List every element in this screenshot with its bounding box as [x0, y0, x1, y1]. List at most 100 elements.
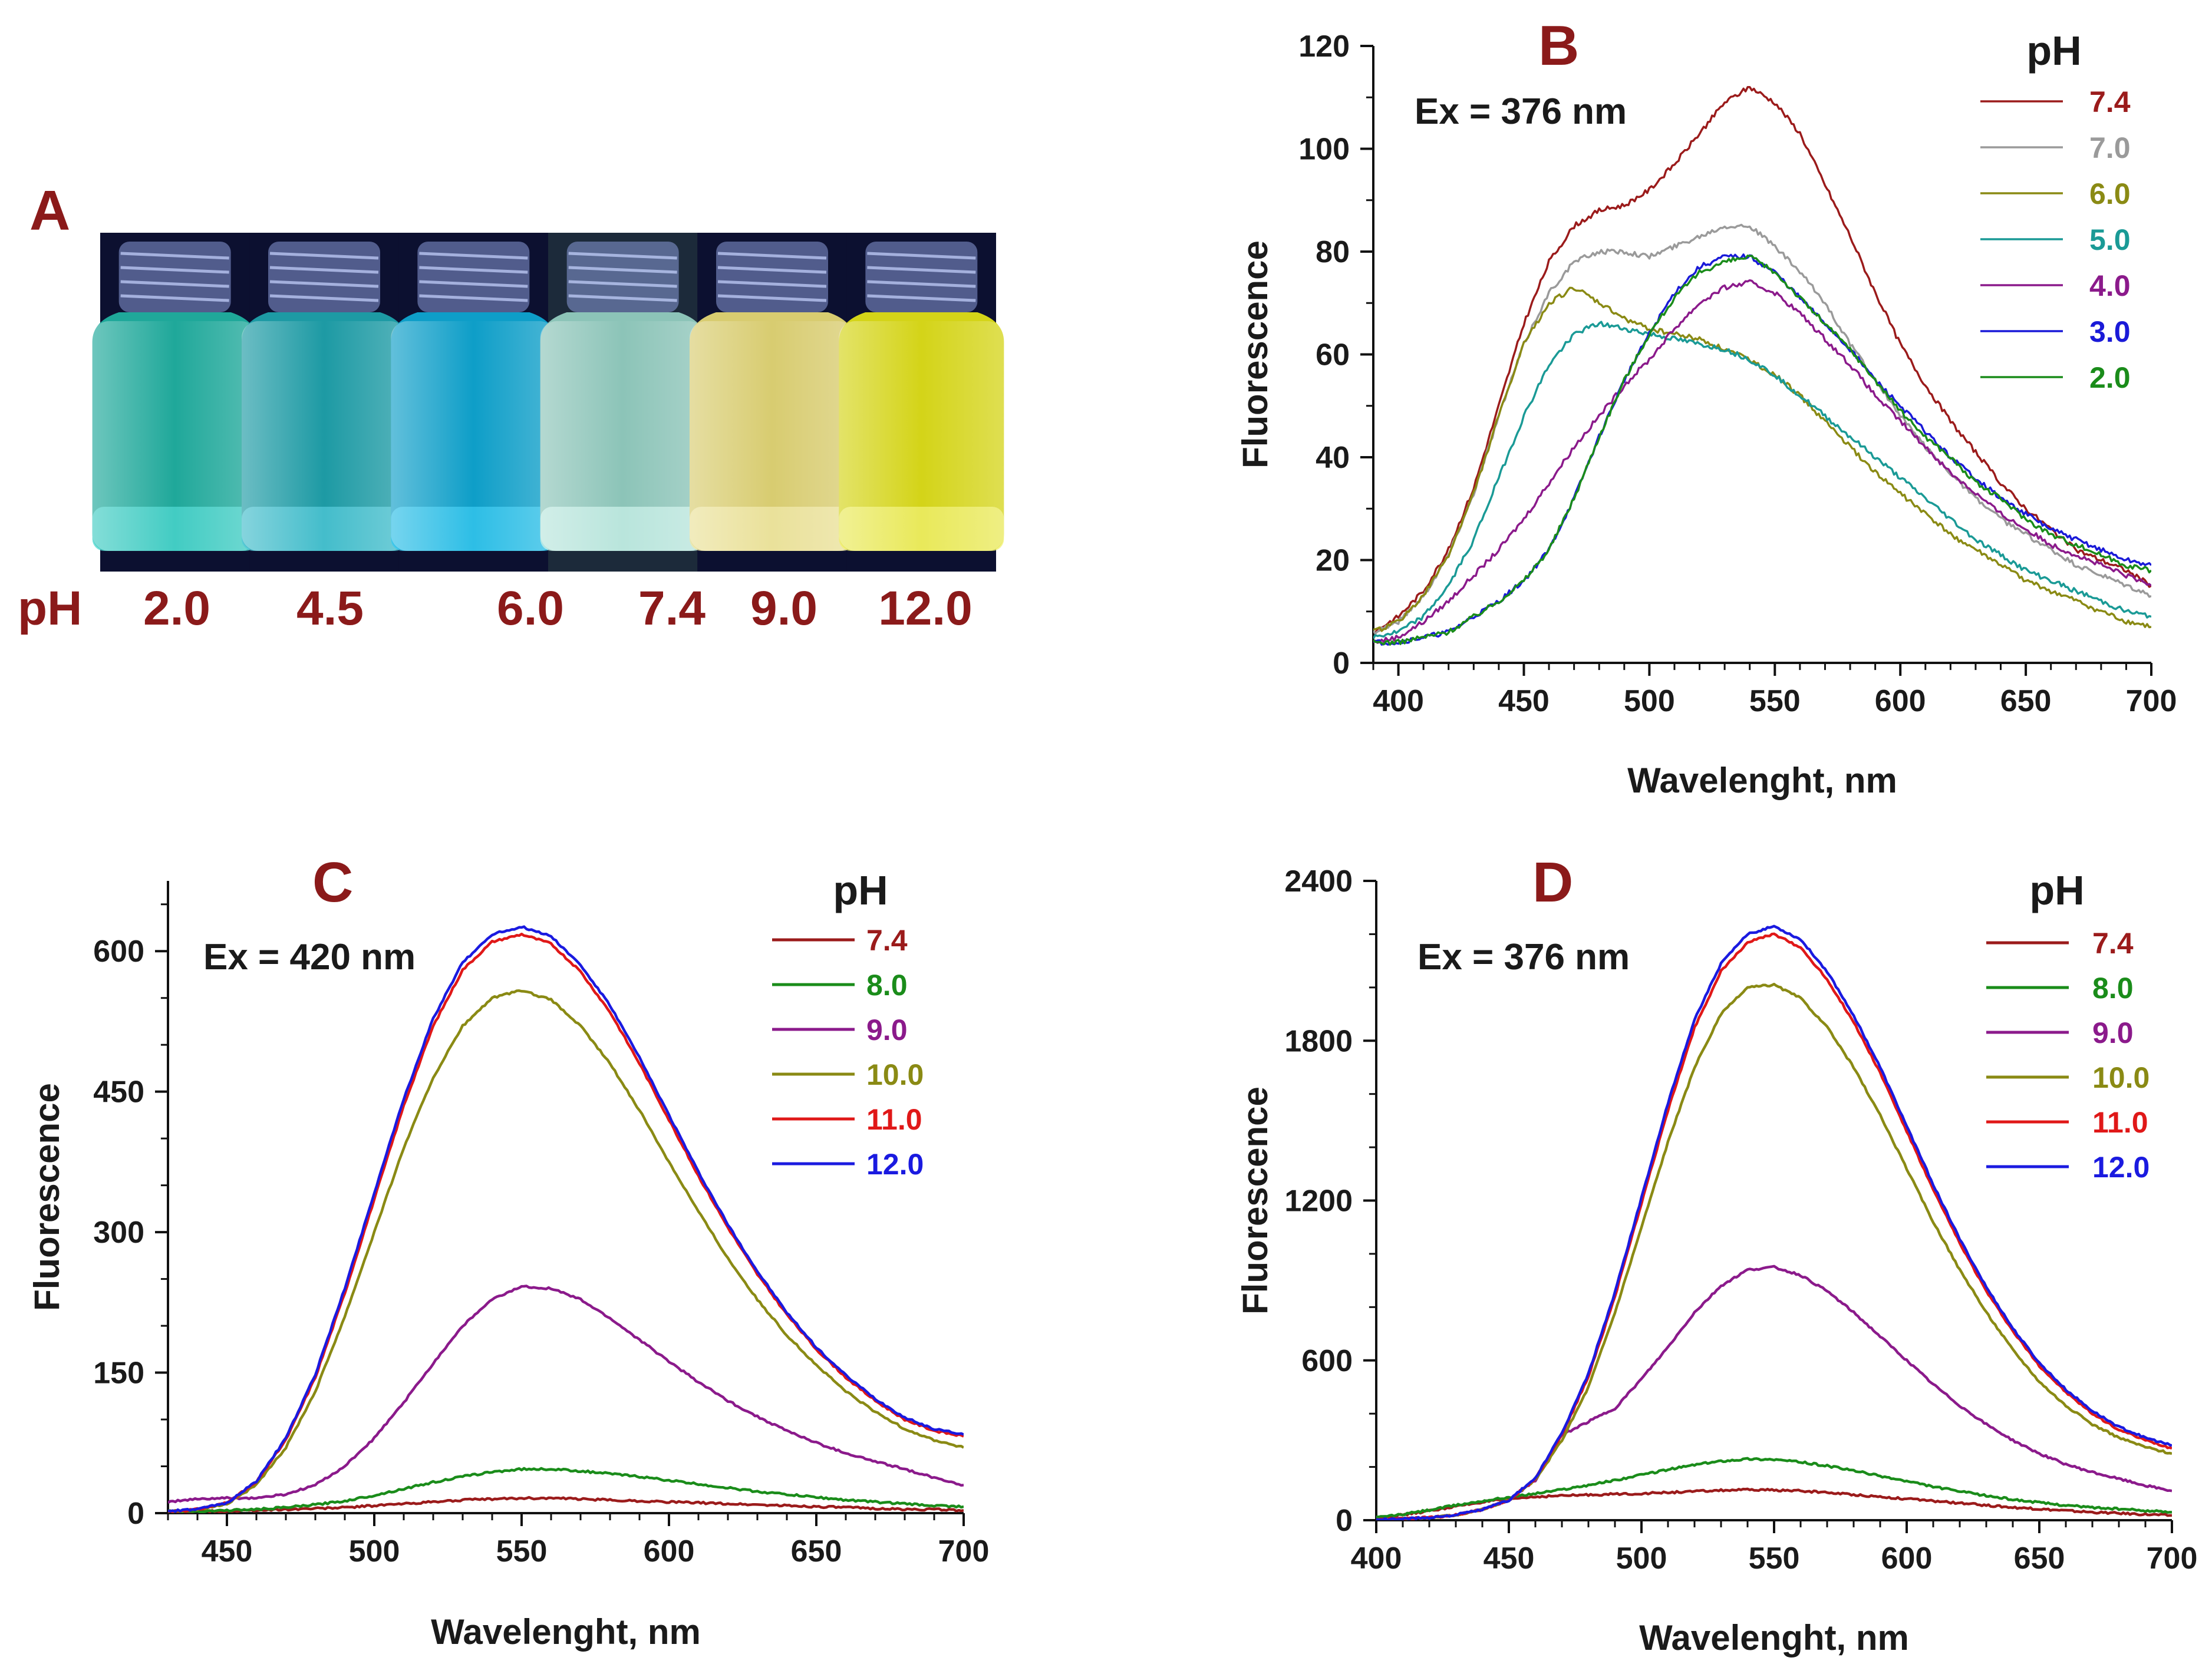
legend-entry: 9.0 — [2092, 1016, 2134, 1049]
vial-ph-label: 9.0 — [750, 582, 817, 635]
x-tick-label: 650 — [2000, 684, 2052, 718]
legend-entry: 8.0 — [2092, 972, 2134, 1005]
legend-entry: 7.0 — [2089, 131, 2131, 164]
chart-panel-d: D 400 450 500 550 600 650 700 0 600 1200 1800 2400 Wa… — [1235, 851, 2197, 1658]
x-tick-label: 500 — [1624, 684, 1675, 718]
excitation-annotation: Ex = 376 nm — [1415, 91, 1627, 132]
vial-glass-highlight — [690, 321, 855, 551]
x-tick-label: 700 — [2126, 684, 2177, 718]
x-tick-label: 400 — [1351, 1541, 1402, 1576]
legend-title: pH — [833, 867, 888, 913]
x-tick-label: 650 — [2014, 1541, 2065, 1576]
legend-entry: 12.0 — [2092, 1151, 2150, 1184]
series-line-ph-6.0 — [1373, 286, 2151, 632]
legend-entry: 6.0 — [2089, 177, 2131, 210]
y-tick-label: 0 — [127, 1497, 144, 1531]
legend-entry: 7.4 — [866, 924, 908, 957]
vial — [242, 233, 407, 572]
vial-ph-label: 2.0 — [143, 582, 210, 635]
vial-cap-thread — [268, 242, 380, 312]
y-tick-label: 60 — [1316, 338, 1350, 372]
legend-entry: 10.0 — [866, 1058, 924, 1091]
vial-thread-line — [419, 252, 528, 260]
y-axis-label: Fluorescence — [1235, 1087, 1275, 1315]
x-tick-label: 700 — [938, 1534, 990, 1569]
y-tick-label: 0 — [1336, 1504, 1353, 1538]
y-tick-label: 0 — [1333, 646, 1350, 681]
x-tick-label: 550 — [1749, 684, 1801, 718]
vial-group — [92, 233, 1004, 572]
vial-thread-line — [419, 280, 528, 288]
y-tick-label: 120 — [1298, 29, 1350, 64]
legend-entry: 2.0 — [2089, 361, 2131, 394]
panel-letter-d: D — [1532, 851, 1573, 914]
series-line-ph-9.0 — [168, 1285, 964, 1504]
excitation-annotation: Ex = 376 nm — [1417, 937, 1630, 978]
y-axis-label: Fluorescence — [27, 1083, 67, 1311]
vial-thread-line — [867, 266, 976, 274]
y-tick-label: 40 — [1316, 441, 1350, 475]
vial-thread-line — [120, 266, 229, 274]
vial-glass-highlight — [242, 321, 407, 551]
vial-cap-thread — [417, 242, 530, 312]
y-axis-label: Fluorescence — [1235, 240, 1275, 468]
vial-glass-highlight — [92, 321, 258, 551]
x-tick-label: 550 — [1749, 1541, 1800, 1576]
vial — [690, 233, 855, 572]
vial — [391, 233, 556, 572]
y-tick-label: 150 — [93, 1356, 144, 1391]
vial-thread-line — [867, 294, 976, 302]
y-tick-label: 1800 — [1284, 1024, 1353, 1058]
y-tick-label: 80 — [1316, 235, 1350, 269]
x-tick-label: 450 — [1484, 1541, 1535, 1576]
vial — [540, 233, 706, 572]
vial-thread-line — [120, 252, 229, 260]
x-tick-label: 700 — [2147, 1541, 2198, 1576]
series-line-ph-10.0 — [1376, 982, 2172, 1520]
y-tick-label: 600 — [93, 935, 144, 969]
x-tick-label: 400 — [1373, 684, 1424, 718]
series-line-ph-7.4 — [168, 1495, 964, 1513]
legend-entry: 5.0 — [2089, 223, 2131, 256]
vial-thread-line — [717, 294, 827, 302]
vial-glass-highlight — [839, 321, 1004, 551]
series-line-ph-7.4 — [1373, 85, 2151, 634]
y-tick-label: 450 — [93, 1075, 144, 1110]
y-tick-label: 1200 — [1284, 1184, 1353, 1219]
vial-thread-line — [269, 266, 379, 274]
panel-letter-c: C — [312, 851, 353, 914]
vial-glass-highlight — [540, 321, 706, 551]
legend-entry: 10.0 — [2092, 1061, 2150, 1094]
vial — [92, 233, 258, 572]
legend-entry: 3.0 — [2089, 315, 2131, 348]
x-axis-label: Wavelenght, nm — [1627, 761, 1897, 800]
x-tick-label: 500 — [349, 1534, 400, 1569]
vial-cap-thread — [566, 242, 679, 312]
legend-title: pH — [2029, 867, 2084, 913]
panel-letter-b: B — [1538, 14, 1579, 77]
series-line-ph-12.0 — [168, 925, 964, 1513]
x-tick-label: 500 — [1616, 1541, 1667, 1576]
legend-entry: 11.0 — [866, 1103, 922, 1136]
x-tick-label: 550 — [496, 1534, 548, 1569]
vial-thread-line — [269, 252, 379, 260]
vial-thread-line — [717, 280, 827, 288]
vial-thread-line — [568, 266, 677, 274]
panel-a-photo: A pH 2.0 4.5 6.0 7.4 9.0 12.0 — [18, 179, 1004, 635]
panel-letter-a: A — [29, 179, 70, 242]
y-tick-label: 100 — [1298, 133, 1350, 167]
vial — [839, 233, 1004, 572]
vial-cap-thread — [118, 242, 231, 312]
vial-thread-line — [867, 252, 976, 260]
vial-glass-highlight — [391, 321, 556, 551]
x-tick-label: 450 — [1498, 684, 1550, 718]
y-tick-label: 20 — [1316, 544, 1350, 578]
y-tick-label: 300 — [93, 1216, 144, 1250]
series-line-ph-5.0 — [1373, 321, 2151, 639]
vial-thread-line — [419, 294, 528, 302]
series-line-ph-8.0 — [168, 1467, 964, 1513]
vial-thread-line — [867, 280, 976, 288]
chart-panel-b: B 400 450 500 550 600 650 700 0 20 40 60 80 100 120 Wav… — [1235, 14, 2177, 800]
series-line-ph-11.0 — [1376, 932, 2172, 1520]
